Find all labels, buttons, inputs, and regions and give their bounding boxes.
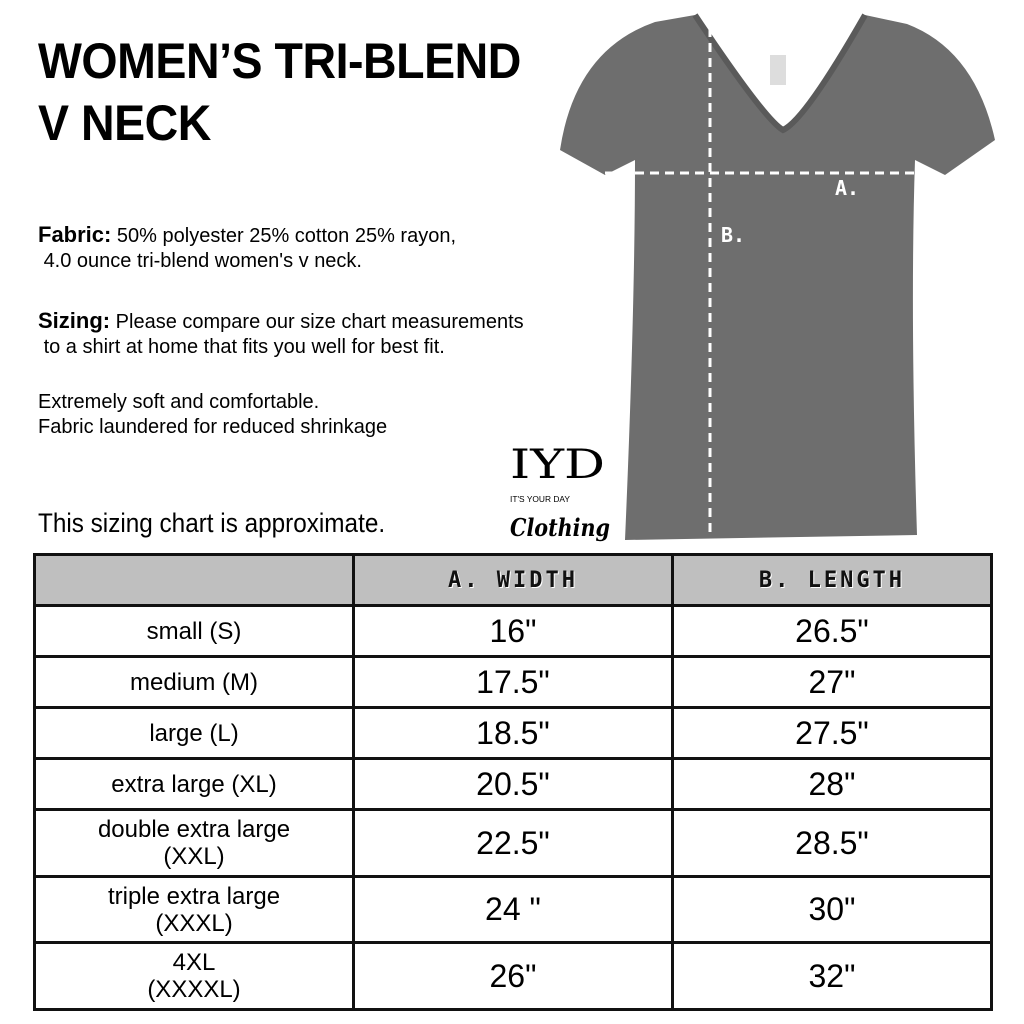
size-cell: medium (M) bbox=[32, 655, 356, 709]
length-cell: 26.5" bbox=[670, 604, 994, 658]
notes: Extremely soft and comfortable. Fabric l… bbox=[38, 390, 387, 440]
width-cell: 16" bbox=[352, 604, 674, 658]
note-laundered: Fabric laundered for reduced shrinkage bbox=[38, 416, 388, 438]
brand-logo: IYD IT'S YOUR DAY Clothing bbox=[510, 442, 610, 542]
size-cell: triple extra large (XXXL) bbox=[32, 875, 356, 944]
width-cell: 18.5" bbox=[352, 706, 674, 760]
size-label: small (S) bbox=[146, 617, 242, 645]
fabric-info: Fabric: 50% polyester 25% cotton 25% ray… bbox=[38, 222, 456, 274]
size-cell: 4XL (XXXXL) bbox=[32, 941, 356, 1011]
header-length: B. LENGTH bbox=[670, 553, 994, 607]
length-cell: 30" bbox=[670, 875, 994, 944]
size-label: extra large (XL) bbox=[111, 770, 277, 798]
size-label: double extra large bbox=[97, 816, 291, 843]
size-code: (XXXL) bbox=[155, 909, 233, 937]
table-row: double extra large (XXL) 22.5" 28.5" bbox=[32, 808, 994, 878]
table-header-row: A. WIDTH B. LENGTH bbox=[32, 553, 994, 607]
header-size bbox=[32, 553, 356, 607]
width-cell: 24 " bbox=[352, 875, 674, 944]
fabric-label: Fabric: bbox=[38, 222, 112, 247]
width-cell: 20.5" bbox=[352, 757, 674, 811]
table-row: medium (M) 17.5" 27" bbox=[32, 655, 994, 709]
fabric-text-2: 4.0 ounce tri-blend women's v neck. bbox=[43, 250, 362, 272]
length-cell: 27" bbox=[670, 655, 994, 709]
size-label: medium (M) bbox=[130, 668, 259, 696]
svg-text:Clothing: Clothing bbox=[510, 513, 610, 542]
size-cell: double extra large (XXL) bbox=[32, 808, 356, 878]
label-a: A. bbox=[835, 176, 859, 200]
size-label: triple extra large bbox=[107, 882, 281, 910]
svg-text:IYD: IYD bbox=[510, 442, 605, 488]
size-label: 4XL bbox=[172, 949, 216, 976]
shirt-tag bbox=[770, 55, 786, 85]
sizing-text: Please compare our size chart measuremen… bbox=[110, 311, 524, 333]
size-code: (XXL) bbox=[163, 843, 225, 870]
width-cell: 26" bbox=[352, 941, 674, 1011]
approx-note: This sizing chart is approximate. bbox=[38, 508, 386, 538]
table-row: large (L) 18.5" 27.5" bbox=[32, 706, 994, 760]
title-line-1: WOMEN’S TRI-BLEND bbox=[38, 33, 521, 89]
table-row: extra large (XL) 20.5" 28" bbox=[32, 757, 994, 811]
length-cell: 27.5" bbox=[670, 706, 994, 760]
neckline bbox=[692, 13, 868, 134]
width-cell: 22.5" bbox=[352, 808, 674, 878]
table-row: small (S) 16" 26.5" bbox=[32, 604, 994, 658]
sizing-label: Sizing: bbox=[38, 308, 111, 333]
sizing-text-2: to a shirt at home that fits you well fo… bbox=[43, 336, 445, 358]
table-row: 4XL (XXXXL) 26" 32" bbox=[32, 941, 994, 1011]
page-title: WOMEN’S TRI-BLEND V NECK bbox=[38, 30, 521, 154]
title-line-2: V NECK bbox=[38, 95, 211, 151]
size-chart-table: A. WIDTH B. LENGTH small (S) 16" 26.5" med… bbox=[32, 553, 994, 1011]
size-label: large (L) bbox=[149, 719, 239, 747]
fabric-text: 50% polyester 25% cotton 25% rayon, bbox=[111, 225, 457, 247]
size-cell: small (S) bbox=[32, 604, 356, 658]
length-cell: 32" bbox=[670, 941, 994, 1011]
table-row: triple extra large (XXXL) 24 " 30" bbox=[32, 875, 994, 944]
sizing-info: Sizing: Please compare our size chart me… bbox=[38, 308, 524, 360]
shirt-diagram: A. B. bbox=[560, 13, 995, 540]
label-b: B. bbox=[721, 223, 745, 247]
size-code: (XXXXL) bbox=[147, 976, 241, 1003]
length-cell: 28.5" bbox=[670, 808, 994, 878]
length-cell: 28" bbox=[670, 757, 994, 811]
header-width: A. WIDTH bbox=[352, 553, 674, 607]
note-soft: Extremely soft and comfortable. bbox=[38, 391, 320, 413]
svg-text:IT'S YOUR DAY: IT'S YOUR DAY bbox=[510, 495, 571, 504]
size-cell: extra large (XL) bbox=[32, 757, 356, 811]
shirt-icon bbox=[560, 15, 995, 540]
width-cell: 17.5" bbox=[352, 655, 674, 709]
size-cell: large (L) bbox=[32, 706, 356, 760]
